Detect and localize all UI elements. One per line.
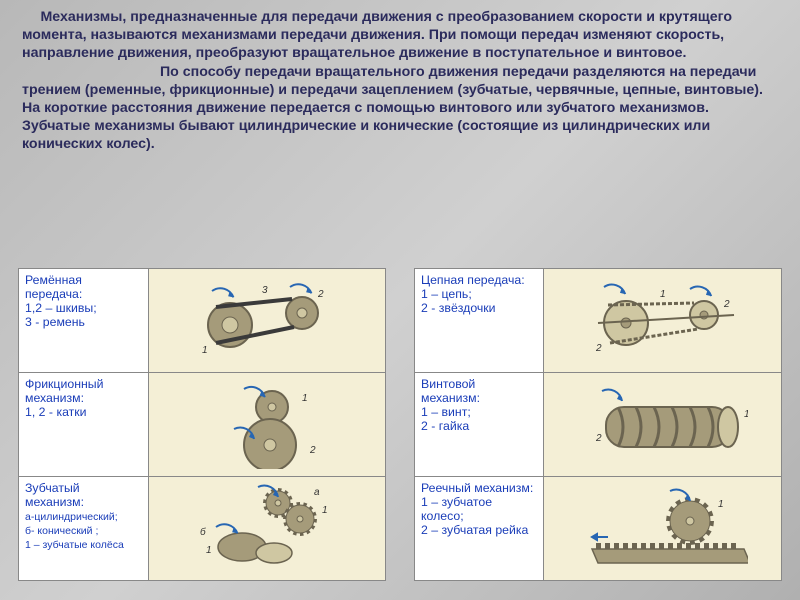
svg-text:1: 1 <box>206 545 212 556</box>
right-row-0-diagram: 1 2 2 <box>544 269 782 373</box>
right-table: Цепная передача:1 – цепь;2 - звёздочки 1… <box>414 268 782 581</box>
para-3: На короткие расстояния движение передает… <box>22 100 710 152</box>
svg-text:2: 2 <box>595 433 602 444</box>
para2-lead <box>22 64 160 80</box>
friction-icon: 12 <box>155 377 379 469</box>
svg-text:2: 2 <box>595 343 602 354</box>
svg-text:1: 1 <box>302 393 308 404</box>
gear-icon: 1 1 a б <box>155 481 379 573</box>
para-1: Механизмы, предназначенные для передачи … <box>22 9 732 61</box>
right-row-1-label: Винтовой механизм:1 – винт;2 - гайка <box>415 373 544 477</box>
svg-text:1: 1 <box>660 289 666 300</box>
left-row-2-diagram: 1 1 a б <box>148 477 385 581</box>
left-table: Ремённая передача:1,2 – шкивы;3 - ремень… <box>18 268 386 581</box>
left-row-2-label: Зубчатый механизм: а-цилиндрический;б- к… <box>19 477 149 581</box>
body-text: Механизмы, предназначенные для передачи … <box>0 0 800 153</box>
left-row-1-label: Фрикционный механизм:1, 2 - катки <box>19 373 149 477</box>
right-row-2-label: Реечный механизм:1 – зубчатое колесо;2 –… <box>415 477 544 581</box>
svg-text:1: 1 <box>744 409 748 420</box>
belt-icon: 1 2 3 <box>155 273 379 365</box>
right-row-1-diagram: 12 <box>544 373 782 477</box>
svg-text:a: a <box>314 487 320 498</box>
left-row-1-diagram: 12 <box>148 373 385 477</box>
svg-text:2: 2 <box>317 289 324 300</box>
screw-icon: 12 <box>550 377 775 469</box>
right-row-2-diagram: 12 <box>544 477 782 581</box>
rack-icon: 12 <box>550 481 775 573</box>
svg-text:1: 1 <box>718 499 724 510</box>
left-row-0-label: Ремённая передача:1,2 – шкивы;3 - ремень <box>19 269 149 373</box>
chain-icon: 1 2 2 <box>550 273 775 365</box>
svg-text:1: 1 <box>202 345 208 356</box>
svg-text:2: 2 <box>309 445 316 456</box>
right-row-0-label: Цепная передача:1 – цепь;2 - звёздочки <box>415 269 544 373</box>
mechanism-tables: Ремённая передача:1,2 – шкивы;3 - ремень… <box>18 268 782 581</box>
svg-text:3: 3 <box>262 285 268 296</box>
svg-text:2: 2 <box>723 299 730 310</box>
svg-text:б: б <box>200 526 206 538</box>
svg-text:1: 1 <box>322 505 328 516</box>
left-row-0-diagram: 1 2 3 <box>148 269 385 373</box>
